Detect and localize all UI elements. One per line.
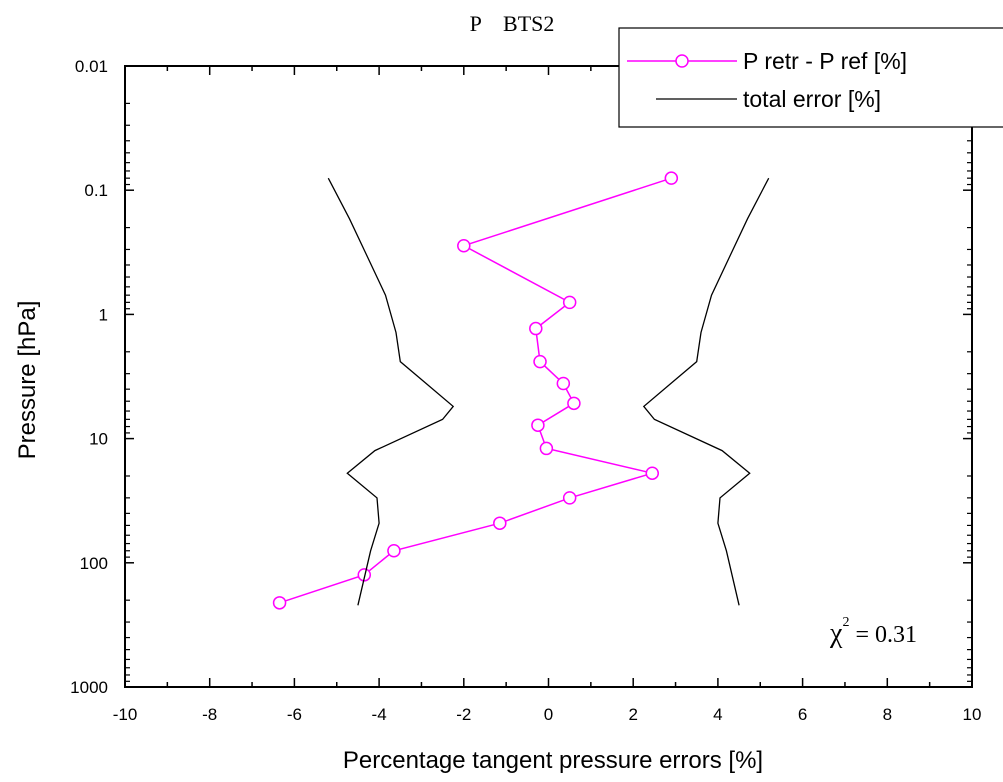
x-tick-label: 10 bbox=[963, 705, 982, 724]
plot-frame bbox=[125, 66, 972, 687]
x-axis-title: Percentage tangent pressure errors [%] bbox=[343, 747, 763, 774]
data-point-marker bbox=[530, 323, 542, 335]
data-point-marker bbox=[564, 492, 576, 504]
legend-label-retr: P retr - P ref [%] bbox=[743, 48, 907, 74]
chart-title: P BTS2 bbox=[470, 11, 555, 36]
data-point-marker bbox=[458, 240, 470, 252]
data-point-marker bbox=[388, 545, 400, 557]
legend-marker-retr bbox=[676, 55, 688, 67]
chi-square-annotation: χ2 = 0.31 bbox=[829, 615, 917, 649]
x-tick-label: 2 bbox=[628, 705, 637, 724]
legend: P retr - P ref [%] total error [%] bbox=[619, 28, 1003, 127]
x-tick-label: -8 bbox=[202, 705, 217, 724]
data-point-marker bbox=[557, 377, 569, 389]
y-axis-title: Pressure [hPa] bbox=[14, 301, 41, 460]
data-point-marker bbox=[665, 172, 677, 184]
data-point-marker bbox=[534, 356, 546, 368]
y-tick-label: 10 bbox=[89, 430, 108, 449]
plot-area bbox=[274, 172, 769, 609]
x-tick-label: -10 bbox=[113, 705, 138, 724]
x-tick-label: 8 bbox=[883, 705, 892, 724]
x-tick-label: -4 bbox=[372, 705, 387, 724]
y-tick-label: 1 bbox=[99, 305, 108, 324]
x-tick-label: 4 bbox=[713, 705, 722, 724]
data-point-marker bbox=[568, 397, 580, 409]
data-point-marker bbox=[646, 467, 658, 479]
data-point-marker bbox=[532, 419, 544, 431]
x-tick-label: -2 bbox=[456, 705, 471, 724]
y-tick-label: 0.1 bbox=[84, 181, 108, 200]
y-tick-label: 100 bbox=[80, 554, 108, 573]
data-point-marker bbox=[274, 597, 286, 609]
data-point-marker bbox=[494, 517, 506, 529]
y-tick-label: 1000 bbox=[70, 678, 108, 697]
series-line-total-error-left bbox=[328, 178, 453, 605]
x-tick-label: 0 bbox=[544, 705, 553, 724]
chi-value: = 0.31 bbox=[849, 622, 917, 648]
legend-box bbox=[619, 28, 1003, 127]
series-line-retr-minus-ref bbox=[280, 178, 672, 603]
chi-symbol: χ bbox=[829, 618, 843, 649]
y-tick-labels: 0.01 0.1 1 10 100 1000 bbox=[70, 57, 108, 697]
legend-label-total: total error [%] bbox=[743, 86, 881, 112]
x-tick-label: -6 bbox=[287, 705, 302, 724]
x-tick-label: 6 bbox=[798, 705, 807, 724]
x-tick-labels: -10 -8 -6 -4 -2 0 2 4 6 8 10 bbox=[113, 705, 982, 724]
series-line-total-error-right bbox=[644, 178, 769, 605]
data-point-marker bbox=[540, 442, 552, 454]
y-tick-label: 0.01 bbox=[75, 57, 108, 76]
axes-ticks bbox=[125, 66, 972, 687]
chi-superscript: 2 bbox=[842, 615, 849, 630]
data-point-marker bbox=[564, 296, 576, 308]
